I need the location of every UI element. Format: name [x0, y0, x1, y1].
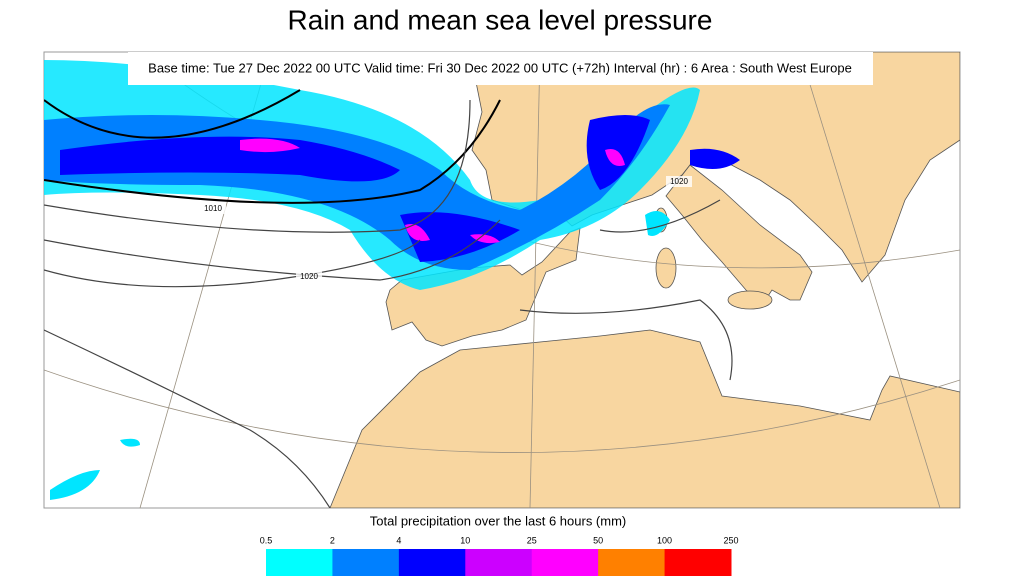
- title: Rain and mean sea level pressure: [288, 4, 713, 35]
- legend-swatch: [531, 549, 599, 576]
- legend: 0.5 2 4 10 25 50 100 250: [260, 535, 739, 576]
- legend-tick-label: 25: [527, 535, 537, 545]
- legend-tick-label: 100: [657, 535, 672, 545]
- legend-swatch: [332, 549, 400, 576]
- legend-tick-label: 250: [723, 535, 738, 545]
- subtitle-box: [128, 52, 873, 85]
- subtitle: Base time: Tue 27 Dec 2022 00 UTC Valid …: [148, 60, 852, 75]
- precipitation: [44, 60, 740, 500]
- isobar-label: 1020: [670, 177, 688, 186]
- legend-swatch: [598, 549, 666, 576]
- legend-swatch: [465, 549, 533, 576]
- land: [329, 52, 960, 508]
- legend-title: Total precipitation over the last 6 hour…: [370, 513, 627, 528]
- legend-tick-label: 0.5: [260, 535, 273, 545]
- legend-swatch: [398, 549, 466, 576]
- legend-tick-label: 50: [593, 535, 603, 545]
- isobar-label: 1020: [300, 272, 318, 281]
- legend-tick-label: 4: [396, 535, 401, 545]
- isobars: [44, 89, 733, 508]
- legend-swatch: [664, 549, 732, 576]
- legend-tick-label: 2: [330, 535, 335, 545]
- legend-swatch: [266, 549, 333, 576]
- legend-tick-label: 10: [460, 535, 470, 545]
- map: 1010 1020 1020 Base time: Tue 27 Dec 202…: [43, 51, 961, 509]
- isobar-label: 1010: [204, 204, 222, 213]
